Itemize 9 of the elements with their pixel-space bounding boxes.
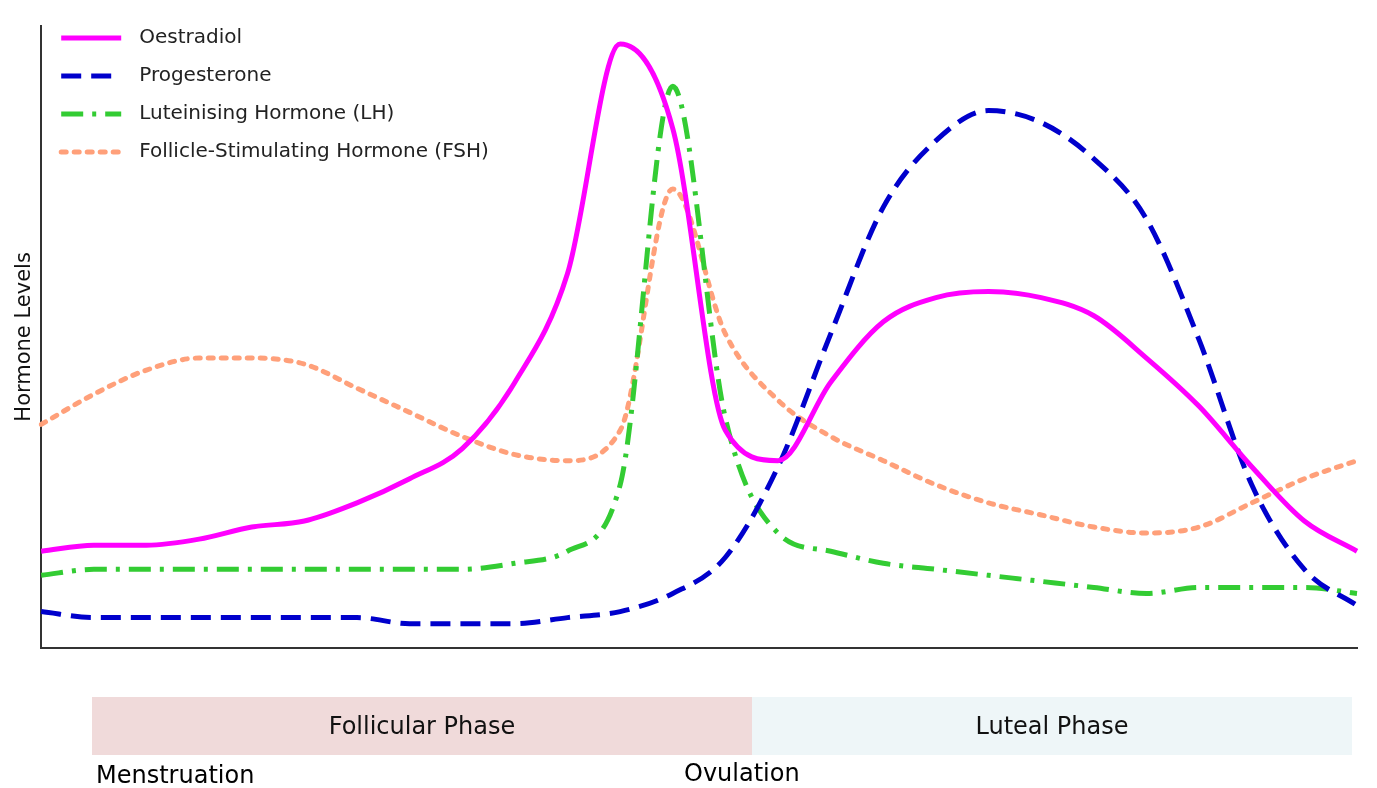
y-axis-title: Hormone Levels (11, 252, 36, 422)
text: Menstruation (96, 761, 255, 788)
legend-label: Luteinising Hormone (LH) (139, 100, 395, 125)
legend-label: Follicle-Stimulating Hormone (FSH) (139, 138, 489, 163)
legend-label: Progesterone (139, 62, 272, 87)
text: Ovulation (684, 759, 800, 787)
legend-label: Oestradiol (139, 24, 243, 49)
text: Follicular Phase (328, 712, 516, 740)
text: Luteal Phase (975, 712, 1129, 740)
